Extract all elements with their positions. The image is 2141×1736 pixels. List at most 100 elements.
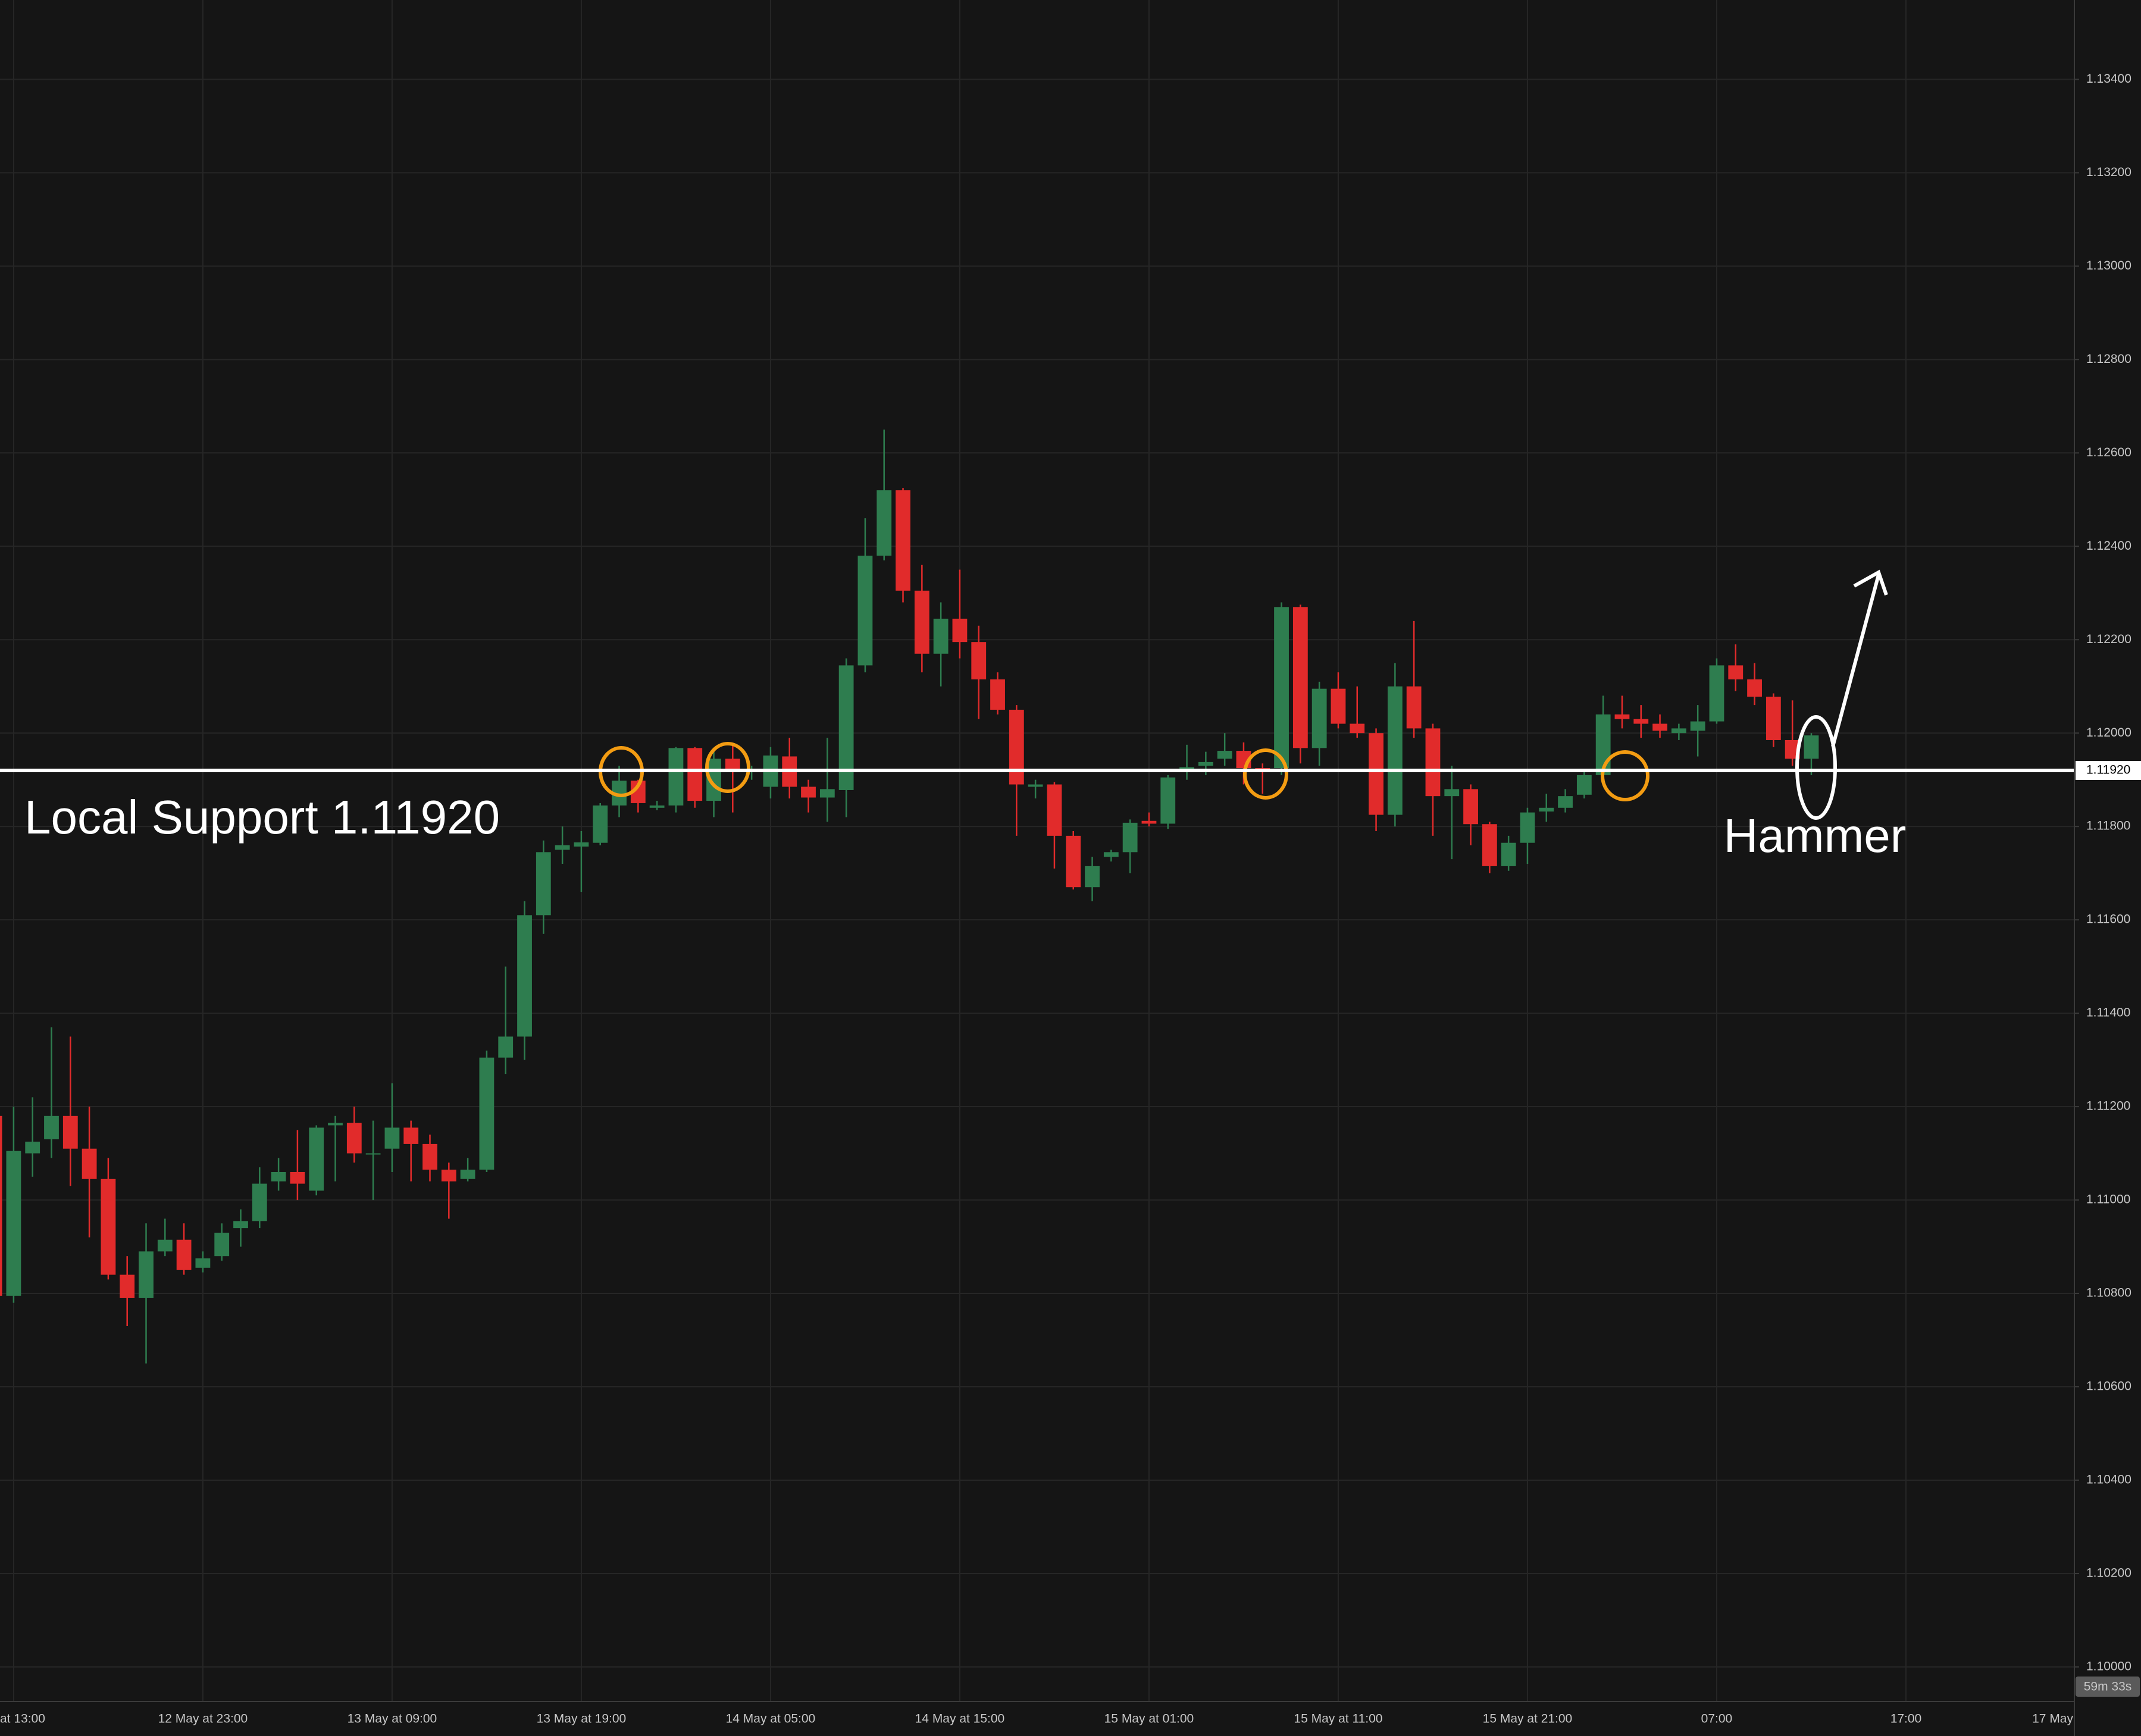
- x-tick-label: 07:00: [1701, 1712, 1733, 1726]
- highlight-circle: [705, 742, 750, 793]
- candle-body: [990, 679, 1005, 710]
- candle-body: [1747, 679, 1762, 697]
- candle-body: [422, 1143, 437, 1170]
- candle-body: [460, 1170, 475, 1179]
- price-axis-bg: [2074, 0, 2141, 1736]
- candle-body: [933, 618, 949, 654]
- candle-body: [157, 1239, 173, 1252]
- candle-body: [384, 1127, 400, 1149]
- candle-body: [536, 852, 551, 916]
- candle-body: [1652, 723, 1667, 731]
- y-tick-label: 1.10000: [2086, 1659, 2131, 1673]
- candle-body: [346, 1123, 362, 1154]
- candle-body: [1520, 812, 1535, 843]
- candle-body: [1160, 777, 1176, 824]
- candle-body: [1690, 721, 1705, 731]
- candle-body: [1425, 728, 1441, 797]
- candle-body: [1501, 842, 1516, 866]
- x-tick-label: 12 May at 23:00: [158, 1712, 248, 1726]
- candle-body: [1009, 709, 1024, 785]
- candle-body: [6, 1151, 21, 1296]
- y-tick-label: 1.12800: [2086, 352, 2131, 366]
- x-tick-label: 17:00: [1890, 1712, 1922, 1726]
- x-tick-label: 15 May at 21:00: [1483, 1712, 1573, 1726]
- candle-body: [1576, 775, 1592, 795]
- candle-body: [1728, 665, 1744, 679]
- y-tick-label: 1.12600: [2086, 446, 2131, 459]
- candle-body: [517, 915, 532, 1037]
- candle-body: [309, 1127, 324, 1191]
- support-annotation: Local Support 1.11920: [24, 791, 500, 844]
- highlight-circle: [1243, 748, 1288, 800]
- candle-body: [1709, 665, 1724, 722]
- y-tick-label: 1.11200: [2086, 1099, 2130, 1113]
- y-tick-label: 1.11800: [2086, 819, 2130, 833]
- candle-body: [1066, 835, 1081, 888]
- y-tick-label: 1.12200: [2086, 632, 2131, 646]
- candle-body: [574, 842, 589, 847]
- candle-body: [877, 490, 892, 556]
- candle-body: [1482, 824, 1497, 866]
- x-tick-label: 13 May at 19:00: [537, 1712, 627, 1726]
- y-tick-label: 1.13200: [2086, 165, 2131, 179]
- candle-body: [687, 748, 703, 801]
- candle-body: [914, 590, 929, 654]
- candle-body: [195, 1258, 211, 1268]
- candle-body: [479, 1057, 494, 1170]
- candle-body: [1311, 688, 1327, 748]
- candle-body: [120, 1274, 135, 1298]
- candle-body: [1804, 735, 1819, 759]
- candle-body: [649, 805, 665, 808]
- candle-body: [1614, 714, 1630, 719]
- candle-body: [82, 1148, 97, 1179]
- candle-body: [1671, 728, 1686, 734]
- x-tick-label: 14 May at 05:00: [726, 1712, 816, 1726]
- candle-body: [44, 1115, 59, 1140]
- y-tick-label: 1.11600: [2086, 913, 2130, 926]
- y-tick-label: 1.10400: [2086, 1473, 2131, 1487]
- candle-body: [1085, 866, 1100, 888]
- x-tick-label: at 13:00: [0, 1712, 45, 1726]
- candle-body: [1141, 820, 1157, 824]
- candle-body: [952, 618, 968, 643]
- candle-body: [857, 555, 873, 666]
- price-tag-label: 1.11920: [2086, 763, 2130, 777]
- candle-body: [498, 1036, 514, 1058]
- y-tick-label: 1.10600: [2086, 1380, 2131, 1393]
- candle-body: [233, 1221, 248, 1229]
- y-tick-label: 1.13000: [2086, 259, 2131, 272]
- x-tick-label: 17 May: [2032, 1712, 2073, 1726]
- x-tick-label: 15 May at 01:00: [1104, 1712, 1194, 1726]
- candle-body: [971, 642, 987, 679]
- candle-body: [725, 759, 740, 771]
- x-tick-label: 15 May at 11:00: [1294, 1712, 1382, 1726]
- candle-body: [555, 845, 570, 850]
- candle-body: [139, 1251, 154, 1298]
- candle-body: [1539, 807, 1554, 812]
- candle-body: [101, 1179, 116, 1275]
- candle-body: [271, 1171, 286, 1182]
- candle-body: [1103, 852, 1119, 857]
- candle-body: [441, 1170, 456, 1182]
- candles: [0, 430, 1819, 1364]
- candle-body: [1766, 696, 1781, 740]
- candle-body: [1292, 607, 1308, 748]
- candle-body: [1122, 822, 1138, 853]
- candle-body: [1331, 688, 1346, 724]
- y-tick-label: 1.12000: [2086, 726, 2131, 739]
- candle-body: [819, 789, 835, 798]
- candle-body: [328, 1123, 343, 1126]
- candle-body: [593, 805, 608, 843]
- candle-body: [1387, 686, 1403, 815]
- x-tick-label: 14 May at 15:00: [915, 1712, 1005, 1726]
- candle-body: [1198, 762, 1213, 766]
- y-tick-label: 1.11400: [2086, 1006, 2130, 1020]
- arrow-shaft: [1831, 574, 1880, 747]
- overlay: Local Support 1.11920 Hammer: [0, 569, 2074, 862]
- x-tick-label: 13 May at 09:00: [348, 1712, 437, 1726]
- candle-body: [1028, 784, 1043, 787]
- candle-body: [801, 786, 816, 798]
- candle-body: [1274, 607, 1289, 769]
